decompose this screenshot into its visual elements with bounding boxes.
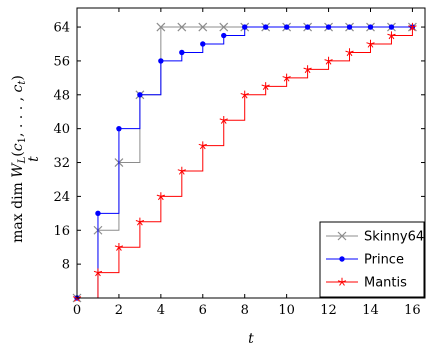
x-tick-label: 0: [73, 303, 81, 318]
data-point-mantis: [261, 82, 270, 91]
y-tick-label: 8: [62, 258, 70, 273]
data-point-prince: [283, 24, 290, 30]
x-tick-label: 10: [278, 303, 295, 318]
data-point-mantis: [135, 217, 145, 226]
legend-marker-prince: [339, 256, 345, 262]
y-axis-label: max dim WL(c1, . . . , ct) t: [10, 75, 42, 243]
legend-item-prince: Prince: [326, 253, 404, 268]
legend-marker-skinny64: [337, 231, 347, 241]
x-tick-label: 6: [199, 303, 207, 318]
data-point-mantis: [366, 39, 375, 48]
y-tick-label: 32: [53, 156, 70, 171]
legend-marker-mantis: [337, 277, 347, 286]
y-tick-label: 40: [53, 122, 70, 137]
x-axis-label: t: [248, 331, 254, 347]
x-tick-label: 12: [320, 303, 337, 318]
data-point-prince: [221, 32, 227, 39]
data-point-skinny64: [156, 22, 166, 32]
legend: Skinny64 Prince Mantis: [319, 221, 425, 298]
data-point-prince: [179, 49, 185, 56]
legend-label-skinny64: Skinny64: [364, 230, 424, 245]
data-point-skinny64: [219, 22, 229, 32]
data-point-mantis: [198, 141, 207, 150]
x-tick-label: 14: [362, 303, 379, 318]
y-axis-label-w: W: [10, 162, 26, 178]
data-point-mantis: [303, 65, 312, 74]
data-point-mantis: [177, 166, 186, 175]
data-point-mantis: [93, 268, 103, 277]
plot-frame: [76, 7, 426, 299]
data-point-prince: [325, 24, 332, 30]
y-tick-label: 48: [53, 88, 70, 103]
series-prince: [74, 24, 416, 301]
data-point-skinny64: [198, 22, 208, 32]
data-point-mantis: [156, 192, 166, 201]
data-point-prince: [200, 41, 206, 47]
y-tick-label: 56: [53, 54, 70, 69]
data-point-prince: [388, 24, 395, 30]
data-point-mantis: [114, 242, 124, 251]
y-axis-label-subscript: t: [26, 156, 42, 162]
data-point-mantis: [219, 115, 228, 124]
data-point-prince: [262, 24, 269, 30]
y-tick-label: 16: [53, 224, 70, 239]
y-axis-label-args: (: [10, 151, 26, 156]
y-tick-label: 24: [53, 190, 70, 205]
y-axis-label-max: max dim: [10, 178, 26, 243]
data-point-prince: [137, 92, 143, 98]
legend-item-skinny64: Skinny64: [326, 230, 424, 245]
data-point-prince: [304, 24, 311, 30]
series-mantis: [72, 22, 417, 302]
legend-label-mantis: Mantis: [364, 276, 407, 291]
series-layer: [72, 22, 417, 303]
legend-item-mantis: Mantis: [326, 276, 407, 291]
data-point-mantis: [240, 90, 249, 99]
x-tick-label: 2: [115, 303, 123, 318]
data-point-mantis: [324, 56, 333, 65]
data-point-prince: [158, 58, 164, 64]
x-tick-label: 16: [404, 303, 421, 318]
data-point-prince: [346, 24, 353, 30]
data-point-skinny64: [177, 22, 187, 32]
legend-label-prince: Prince: [364, 253, 404, 268]
svg-text:max dim WL(c1, . . . , ct): max dim WL(c1, . . . , ct): [10, 75, 28, 243]
data-point-mantis: [345, 48, 354, 57]
data-point-prince: [116, 125, 122, 132]
y-axis-label-sub-l: L: [17, 156, 28, 164]
data-point-mantis: [408, 22, 417, 31]
data-point-prince: [95, 210, 101, 217]
y-tick-label: 64: [53, 21, 70, 36]
legend-box: [319, 221, 425, 298]
x-tick-label: 8: [241, 303, 249, 318]
data-point-mantis: [282, 73, 291, 82]
x-tick-label: 4: [157, 303, 165, 318]
data-point-prince: [242, 24, 248, 30]
data-point-mantis: [387, 31, 396, 40]
data-point-prince: [367, 24, 374, 30]
